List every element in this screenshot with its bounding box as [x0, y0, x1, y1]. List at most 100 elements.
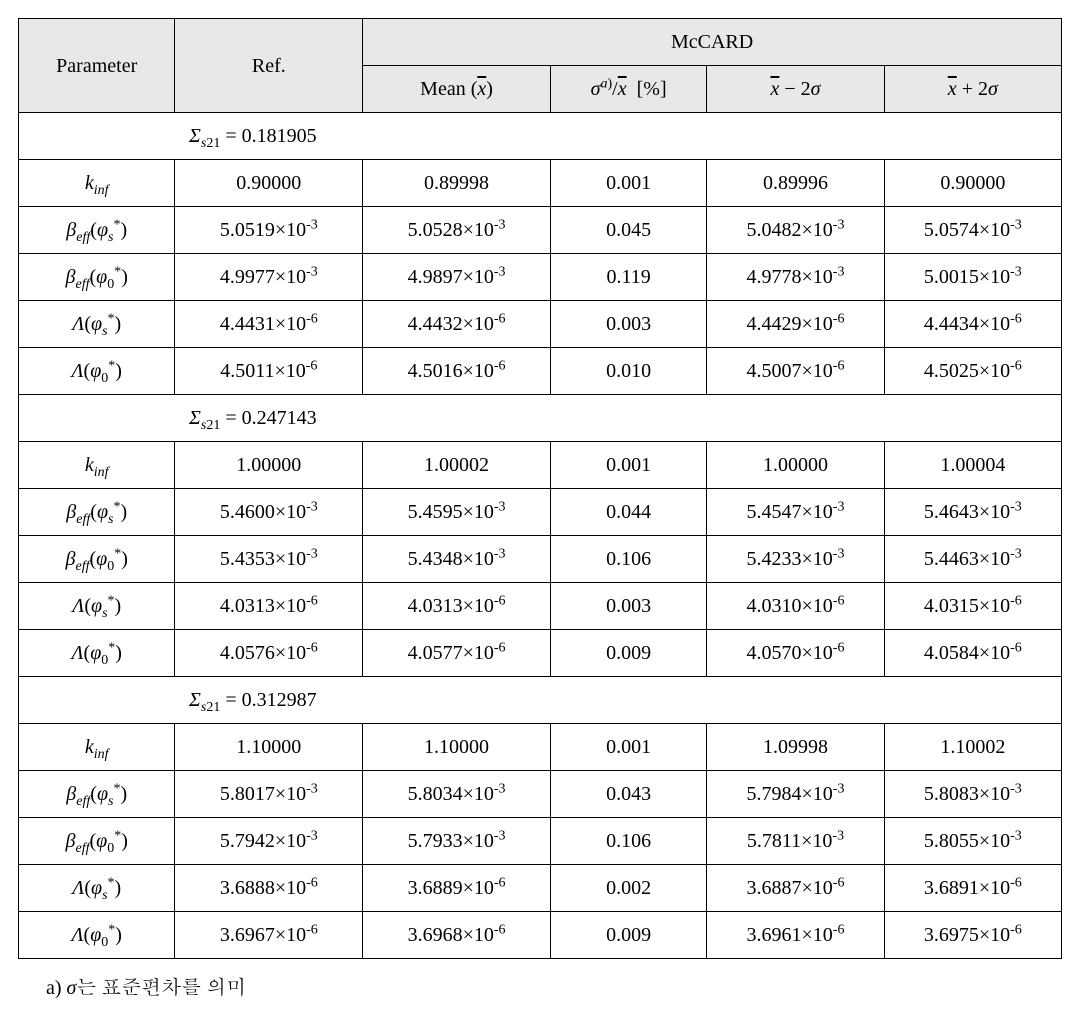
cell-parameter: Λ(φs*) — [19, 865, 175, 912]
cell-lo: 5.7811×10-3 — [707, 818, 884, 865]
cell-pct: 0.106 — [550, 536, 706, 583]
cell-ref: 4.4431×10-6 — [175, 301, 363, 348]
cell-hi: 3.6891×10-6 — [884, 865, 1061, 912]
cell-ref: 0.90000 — [175, 160, 363, 207]
cell-ref: 3.6888×10-6 — [175, 865, 363, 912]
cell-hi: 5.8083×10-3 — [884, 771, 1061, 818]
table-row: Λ(φs*)4.4431×10-64.4432×10-60.0034.4429×… — [19, 301, 1062, 348]
col-mccard: McCARD — [363, 19, 1062, 66]
cell-lo: 5.4547×10-3 — [707, 489, 884, 536]
cell-pct: 0.002 — [550, 865, 706, 912]
cell-pct: 0.119 — [550, 254, 706, 301]
cell-hi: 5.4643×10-3 — [884, 489, 1061, 536]
cell-ref: 4.5011×10-6 — [175, 348, 363, 395]
table-row: kinf0.900000.899980.0010.899960.90000 — [19, 160, 1062, 207]
cell-lo: 5.7984×10-3 — [707, 771, 884, 818]
cell-pct: 0.044 — [550, 489, 706, 536]
table-row: Λ(φ0*)4.0576×10-64.0577×10-60.0094.0570×… — [19, 630, 1062, 677]
cell-ref: 4.9977×10-3 — [175, 254, 363, 301]
cell-pct: 0.106 — [550, 818, 706, 865]
cell-mean: 3.6968×10-6 — [363, 912, 551, 959]
cell-lo: 4.4429×10-6 — [707, 301, 884, 348]
cell-ref: 3.6967×10-6 — [175, 912, 363, 959]
cell-parameter: βeff(φ0*) — [19, 254, 175, 301]
cell-parameter: βeff(φs*) — [19, 207, 175, 254]
table-row: βeff(φs*)5.0519×10-35.0528×10-30.0455.04… — [19, 207, 1062, 254]
cell-ref: 5.4600×10-3 — [175, 489, 363, 536]
cell-ref: 4.0313×10-6 — [175, 583, 363, 630]
footnote: a) σ는 표준편차를 의미 — [18, 971, 1062, 1000]
table-row: Λ(φ0*)4.5011×10-64.5016×10-60.0104.5007×… — [19, 348, 1062, 395]
col-mean: Mean (x) — [363, 66, 551, 113]
cell-ref: 1.00000 — [175, 442, 363, 489]
cell-lo: 5.4233×10-3 — [707, 536, 884, 583]
cell-ref: 5.4353×10-3 — [175, 536, 363, 583]
cell-mean: 1.00002 — [363, 442, 551, 489]
cell-lo: 1.09998 — [707, 724, 884, 771]
table-row: βeff(φs*)5.4600×10-35.4595×10-30.0445.45… — [19, 489, 1062, 536]
cell-parameter: βeff(φs*) — [19, 489, 175, 536]
cell-parameter: Λ(φ0*) — [19, 348, 175, 395]
cell-hi: 4.4434×10-6 — [884, 301, 1061, 348]
table-header: Parameter Ref. McCARD Mean (x) σa)/x [%]… — [19, 19, 1062, 113]
cell-pct: 0.043 — [550, 771, 706, 818]
cell-pct: 0.003 — [550, 583, 706, 630]
table-row: βeff(φ0*)4.9977×10-34.9897×10-30.1194.97… — [19, 254, 1062, 301]
cell-ref: 4.0576×10-6 — [175, 630, 363, 677]
cell-hi: 4.0584×10-6 — [884, 630, 1061, 677]
cell-pct: 0.001 — [550, 724, 706, 771]
cell-parameter: Λ(φs*) — [19, 301, 175, 348]
cell-hi: 3.6975×10-6 — [884, 912, 1061, 959]
cell-mean: 4.0313×10-6 — [363, 583, 551, 630]
cell-hi: 4.5025×10-6 — [884, 348, 1061, 395]
cell-parameter: kinf — [19, 724, 175, 771]
table-row: kinf1.000001.000020.0011.000001.00004 — [19, 442, 1062, 489]
cell-pct: 0.009 — [550, 912, 706, 959]
col-x-minus-2sigma: x − 2σ — [707, 66, 884, 113]
cell-hi: 0.90000 — [884, 160, 1061, 207]
table-body: Σs21 = 0.181905kinf0.900000.899980.0010.… — [19, 113, 1062, 959]
cell-lo: 4.0310×10-6 — [707, 583, 884, 630]
cell-mean: 5.4595×10-3 — [363, 489, 551, 536]
col-sigma-pct: σa)/x [%] — [550, 66, 706, 113]
cell-hi: 5.0574×10-3 — [884, 207, 1061, 254]
cell-parameter: βeff(φ0*) — [19, 536, 175, 583]
cell-parameter: βeff(φs*) — [19, 771, 175, 818]
col-ref: Ref. — [175, 19, 363, 113]
cell-pct: 0.045 — [550, 207, 706, 254]
cell-hi: 5.0015×10-3 — [884, 254, 1061, 301]
table-row: Λ(φs*)4.0313×10-64.0313×10-60.0034.0310×… — [19, 583, 1062, 630]
table-row: βeff(φ0*)5.4353×10-35.4348×10-30.1065.42… — [19, 536, 1062, 583]
section-header: Σs21 = 0.247143 — [19, 395, 1062, 442]
cell-ref: 1.10000 — [175, 724, 363, 771]
cell-parameter: kinf — [19, 160, 175, 207]
cell-mean: 3.6889×10-6 — [363, 865, 551, 912]
cell-ref: 5.0519×10-3 — [175, 207, 363, 254]
cell-parameter: Λ(φ0*) — [19, 912, 175, 959]
section-header: Σs21 = 0.312987 — [19, 677, 1062, 724]
cell-mean: 1.10000 — [363, 724, 551, 771]
cell-mean: 4.0577×10-6 — [363, 630, 551, 677]
cell-mean: 5.0528×10-3 — [363, 207, 551, 254]
cell-parameter: Λ(φ0*) — [19, 630, 175, 677]
table-row: Λ(φ0*)3.6967×10-63.6968×10-60.0093.6961×… — [19, 912, 1062, 959]
cell-pct: 0.010 — [550, 348, 706, 395]
table-row: Λ(φs*)3.6888×10-63.6889×10-60.0023.6887×… — [19, 865, 1062, 912]
table-row: βeff(φ0*)5.7942×10-35.7933×10-30.1065.78… — [19, 818, 1062, 865]
cell-mean: 5.8034×10-3 — [363, 771, 551, 818]
col-x-plus-2sigma: x + 2σ — [884, 66, 1061, 113]
section-header: Σs21 = 0.181905 — [19, 113, 1062, 160]
cell-mean: 5.4348×10-3 — [363, 536, 551, 583]
cell-lo: 0.89996 — [707, 160, 884, 207]
cell-mean: 5.7933×10-3 — [363, 818, 551, 865]
cell-pct: 0.001 — [550, 442, 706, 489]
cell-mean: 4.5016×10-6 — [363, 348, 551, 395]
cell-mean: 4.9897×10-3 — [363, 254, 551, 301]
cell-parameter: kinf — [19, 442, 175, 489]
col-parameter: Parameter — [19, 19, 175, 113]
table-row: βeff(φs*)5.8017×10-35.8034×10-30.0435.79… — [19, 771, 1062, 818]
cell-mean: 0.89998 — [363, 160, 551, 207]
cell-lo: 1.00000 — [707, 442, 884, 489]
cell-ref: 5.8017×10-3 — [175, 771, 363, 818]
cell-hi: 1.10002 — [884, 724, 1061, 771]
